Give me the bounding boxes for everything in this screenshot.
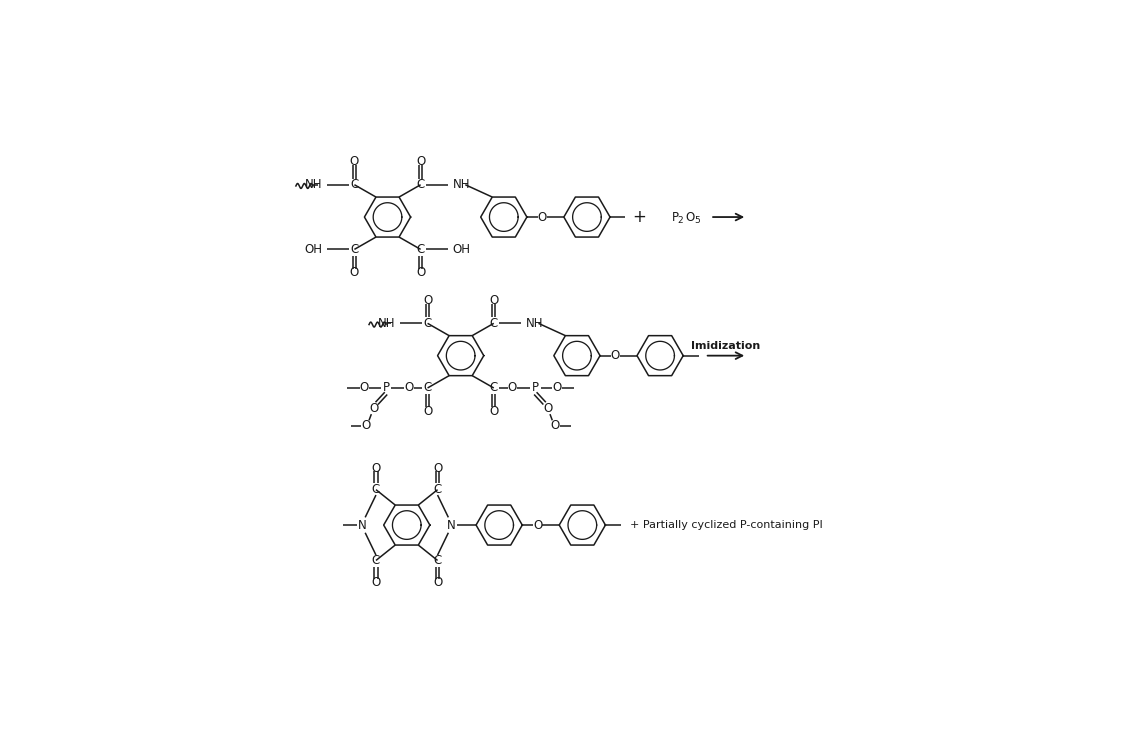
Text: O: O xyxy=(416,266,425,279)
Text: NH: NH xyxy=(526,316,543,330)
Text: O: O xyxy=(405,382,414,394)
Text: C: C xyxy=(416,178,425,191)
Text: + Partially cyclized P-containing PI: + Partially cyclized P-containing PI xyxy=(630,520,823,530)
Text: O: O xyxy=(611,350,620,362)
Text: NH: NH xyxy=(453,178,471,191)
Text: O: O xyxy=(433,461,442,475)
Text: O: O xyxy=(416,155,425,168)
Text: P: P xyxy=(382,382,390,394)
Text: P: P xyxy=(532,382,539,394)
Text: Imidization: Imidization xyxy=(691,340,761,351)
Text: OH: OH xyxy=(453,243,471,256)
Text: O: O xyxy=(507,382,517,394)
Text: N: N xyxy=(447,518,456,532)
Text: C: C xyxy=(433,483,441,496)
Text: O: O xyxy=(372,575,381,589)
Text: NH: NH xyxy=(377,316,396,330)
Text: C: C xyxy=(372,554,380,567)
Text: O: O xyxy=(489,294,498,307)
Text: O: O xyxy=(553,382,562,394)
Text: +: + xyxy=(632,208,646,226)
Text: O: O xyxy=(359,382,370,394)
Text: O: O xyxy=(538,211,547,224)
Text: O: O xyxy=(350,155,359,168)
Text: O: O xyxy=(433,575,442,589)
Text: O: O xyxy=(370,402,379,416)
Text: C: C xyxy=(490,316,498,330)
Text: O: O xyxy=(423,294,432,307)
Text: C: C xyxy=(350,243,358,256)
Text: 2: 2 xyxy=(678,216,683,225)
Text: C: C xyxy=(372,483,380,496)
Text: O: O xyxy=(372,461,381,475)
Text: NH: NH xyxy=(305,178,322,191)
Text: 5: 5 xyxy=(695,216,700,225)
Text: O: O xyxy=(362,419,371,432)
Text: P: P xyxy=(672,211,679,224)
Text: O: O xyxy=(423,404,432,418)
Text: O: O xyxy=(489,404,498,418)
Text: OH: OH xyxy=(305,243,323,256)
Text: C: C xyxy=(433,554,441,567)
Text: C: C xyxy=(423,382,432,394)
Text: O: O xyxy=(350,266,359,279)
Text: C: C xyxy=(490,382,498,394)
Text: C: C xyxy=(423,316,432,330)
Text: O: O xyxy=(550,419,561,432)
Text: C: C xyxy=(416,243,425,256)
Text: O: O xyxy=(543,402,553,416)
Text: N: N xyxy=(358,518,366,532)
Text: C: C xyxy=(350,178,358,191)
Text: O: O xyxy=(533,518,542,532)
Text: O: O xyxy=(686,211,695,224)
